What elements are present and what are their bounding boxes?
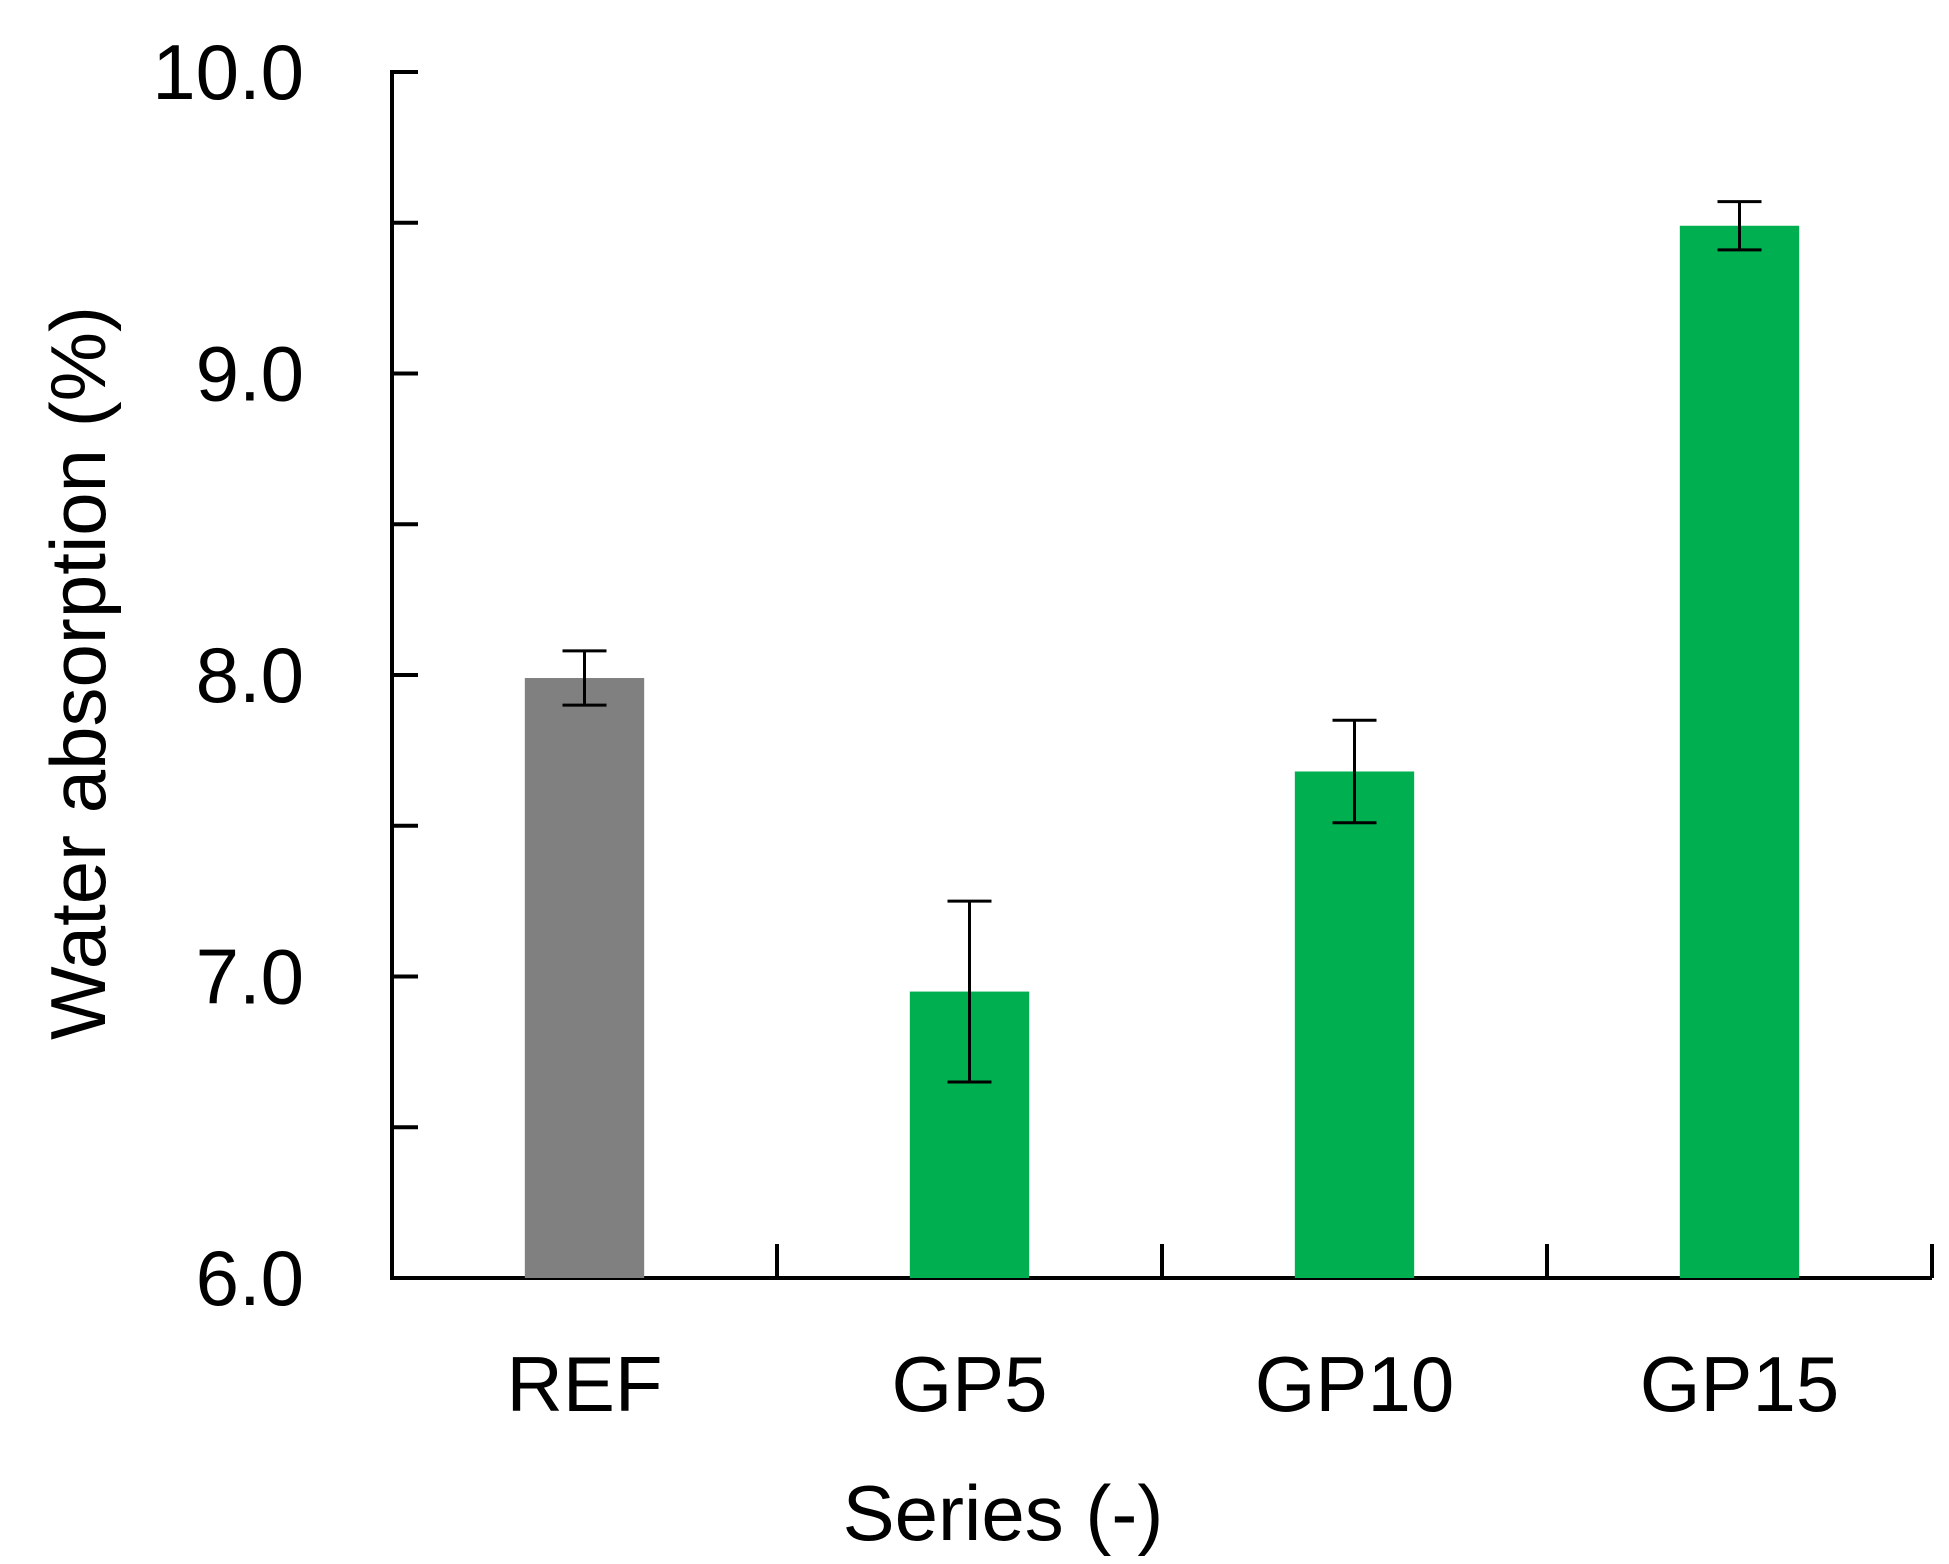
x-tick-label: GP5 [891, 1340, 1047, 1428]
tick-labels: 6.0 7.0 8.0 9.0 10.0 REF GP5 GP10 GP15 [152, 28, 1839, 1428]
x-axis-title: Series (-) [843, 1469, 1164, 1557]
x-tick-label: GP15 [1640, 1340, 1839, 1428]
y-axis [390, 70, 418, 1280]
error-bars [562, 200, 1762, 1084]
y-axis-title: Water absorption (%) [34, 306, 122, 1040]
bar-ref [524, 678, 645, 1278]
x-axis [390, 1244, 1934, 1280]
y-tick-label: 10.0 [152, 28, 304, 116]
bar-gp15 [1679, 225, 1800, 1278]
y-tick-label: 9.0 [196, 330, 304, 418]
x-tick-label: GP10 [1255, 1340, 1454, 1428]
x-tick-label: REF [507, 1340, 663, 1428]
bars [524, 225, 1800, 1278]
y-tick-label: 6.0 [196, 1234, 304, 1322]
bar-gp10 [1294, 771, 1415, 1278]
y-tick-label: 8.0 [196, 631, 304, 719]
y-tick-label: 7.0 [196, 933, 304, 1021]
